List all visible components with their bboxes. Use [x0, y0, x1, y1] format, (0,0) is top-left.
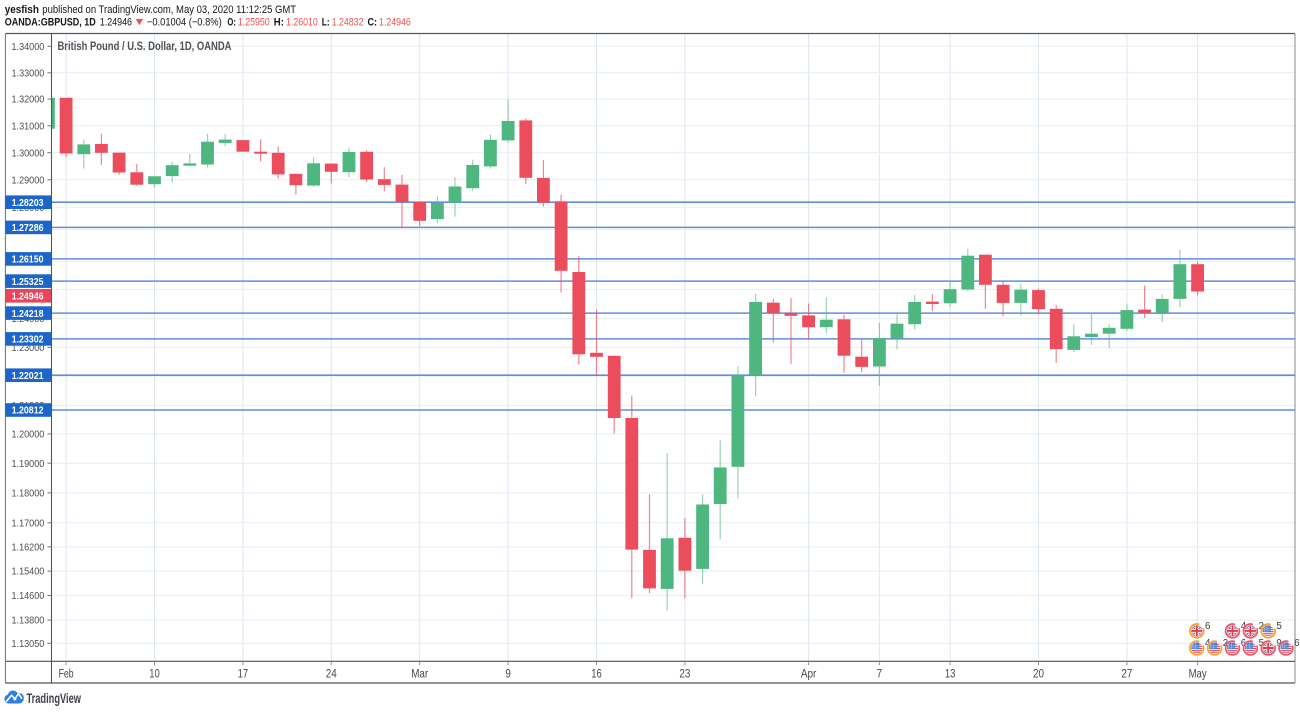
svg-text:9: 9 — [1276, 638, 1281, 649]
svg-text:6: 6 — [1205, 621, 1211, 632]
svg-text:6: 6 — [1294, 638, 1300, 649]
svg-text:1.22021: 1.22021 — [12, 371, 44, 382]
svg-text:1.24946: 1.24946 — [379, 17, 411, 29]
svg-text:1.23000: 1.23000 — [12, 343, 45, 354]
svg-text:1.25950: 1.25950 — [238, 17, 270, 29]
svg-text:1.24218: 1.24218 — [12, 309, 44, 320]
svg-text:24: 24 — [326, 669, 338, 681]
svg-text:2: 2 — [1259, 621, 1264, 632]
svg-text:1.31000: 1.31000 — [12, 121, 45, 132]
svg-text:1.24946: 1.24946 — [12, 292, 44, 303]
svg-text:4: 4 — [1241, 621, 1247, 632]
svg-text:Feb: Feb — [59, 669, 74, 681]
svg-text:Mar: Mar — [411, 669, 428, 681]
svg-text:OANDA:GBPUSD, 1D: OANDA:GBPUSD, 1D — [5, 17, 96, 29]
svg-text:1.24946: 1.24946 — [100, 17, 132, 29]
svg-text:L:: L: — [322, 17, 330, 29]
svg-text:1.15400: 1.15400 — [12, 567, 45, 578]
svg-text:−0.01004 (−0.8%): −0.01004 (−0.8%) — [147, 17, 222, 29]
svg-text:1.19000: 1.19000 — [12, 459, 45, 470]
svg-text:1.17000: 1.17000 — [12, 518, 45, 529]
svg-text:1.14600: 1.14600 — [12, 591, 45, 602]
svg-text:13: 13 — [945, 669, 956, 681]
svg-text:1.26010: 1.26010 — [286, 17, 318, 29]
svg-text:1.33000: 1.33000 — [12, 68, 45, 79]
svg-text:9: 9 — [505, 669, 511, 681]
svg-text:May: May — [1189, 669, 1207, 681]
svg-text:27: 27 — [1121, 669, 1132, 681]
svg-text:1.13800: 1.13800 — [12, 616, 45, 627]
svg-text:1.34000: 1.34000 — [12, 42, 45, 53]
svg-text:5: 5 — [1259, 638, 1265, 649]
svg-text:1.26150: 1.26150 — [12, 255, 44, 266]
svg-text:5: 5 — [1276, 621, 1282, 632]
svg-text:published on TradingView.com,: published on TradingView.com, May 03, 20… — [42, 4, 296, 16]
svg-text:yesfish: yesfish — [5, 4, 39, 16]
svg-text:23: 23 — [679, 669, 690, 681]
svg-text:6: 6 — [1241, 638, 1247, 649]
svg-text:1.20000: 1.20000 — [12, 430, 45, 441]
svg-text:2: 2 — [1223, 638, 1228, 649]
svg-text:1.13050: 1.13050 — [12, 639, 45, 650]
svg-text:1.20812: 1.20812 — [12, 406, 44, 417]
svg-text:1.32000: 1.32000 — [12, 95, 45, 106]
svg-text:10: 10 — [149, 669, 160, 681]
svg-text:C:: C: — [368, 17, 378, 29]
svg-text:7: 7 — [877, 669, 883, 681]
svg-text:1.28203: 1.28203 — [12, 198, 44, 209]
svg-text:H:: H: — [274, 17, 284, 29]
svg-text:1.23302: 1.23302 — [12, 335, 44, 346]
svg-text:Apr: Apr — [801, 669, 817, 681]
svg-text:1.18000: 1.18000 — [12, 489, 45, 500]
svg-text:4: 4 — [1205, 638, 1211, 649]
svg-text:1.29000: 1.29000 — [12, 175, 45, 186]
svg-text:British Pound / U.S. Dollar, 1: British Pound / U.S. Dollar, 1D, OANDA — [58, 41, 232, 53]
svg-text:O:: O: — [227, 17, 236, 29]
svg-text:16: 16 — [591, 669, 602, 681]
svg-text:1.25325: 1.25325 — [12, 277, 44, 288]
svg-text:1.30000: 1.30000 — [12, 148, 45, 159]
svg-text:17: 17 — [238, 669, 249, 681]
svg-text:1.16200: 1.16200 — [12, 543, 45, 554]
svg-text:1.27286: 1.27286 — [12, 223, 44, 234]
svg-text:TradingView: TradingView — [27, 691, 82, 706]
svg-text:1.24832: 1.24832 — [332, 17, 364, 29]
svg-text:20: 20 — [1033, 669, 1044, 681]
